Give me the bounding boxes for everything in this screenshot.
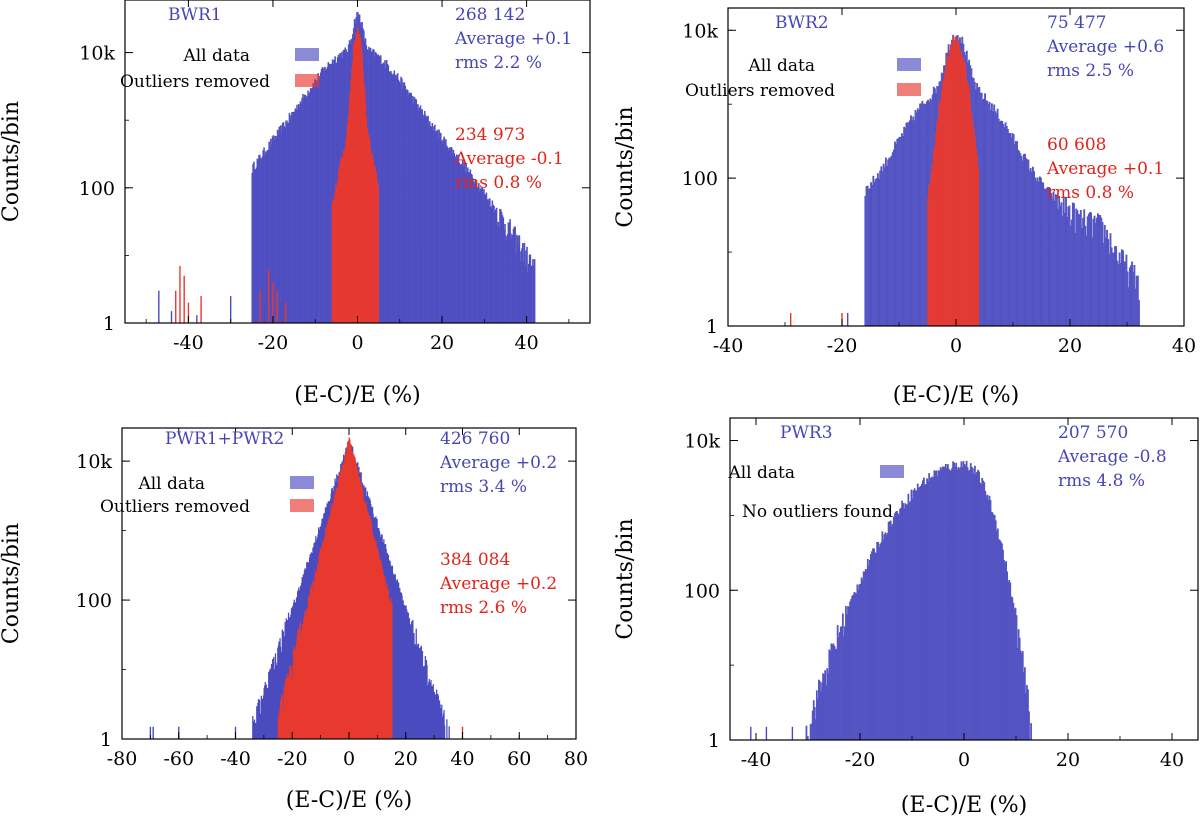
bars-group xyxy=(790,34,1140,326)
panel-title: PWR1+PWR2 xyxy=(165,429,284,449)
x-tick-label: 0 xyxy=(351,332,363,354)
x-tick-label: 60 xyxy=(507,748,531,770)
legend-label: All data xyxy=(137,474,205,494)
stats-clean-line: 384 084 xyxy=(440,550,510,570)
y-tick-label: 10k xyxy=(684,431,720,453)
stats-all-line: Average +0.1 xyxy=(454,29,572,49)
stats-all-line: Average -0.8 xyxy=(1057,447,1167,467)
x-tick-label: 80 xyxy=(564,748,588,770)
x-tick-label: 20 xyxy=(430,332,454,354)
stats-all-line: rms 2.2 % xyxy=(455,53,542,73)
x-tick-label: 0 xyxy=(958,749,970,771)
x-tick-label: 40 xyxy=(450,748,474,770)
x-tick-label: -20 xyxy=(827,335,858,357)
x-tick-label: 0 xyxy=(343,748,355,770)
x-tick-label: -80 xyxy=(107,748,138,770)
legend-label: All data xyxy=(182,46,250,66)
bars-group xyxy=(158,12,536,323)
y-tick-label: 100 xyxy=(682,168,718,190)
legend-swatch xyxy=(880,465,904,478)
stats-all-line: Average +0.2 xyxy=(439,453,557,473)
x-tick-label: -40 xyxy=(741,749,772,771)
x-tick-label: 40 xyxy=(514,332,538,354)
x-axis-label: (E-C)/E (%) xyxy=(286,788,412,813)
chart-panel-4: -40 -20 0 20 40 1 100 10k (E-C)/E (%) Counts/bin P… xyxy=(613,417,1199,818)
x-tick-label: -60 xyxy=(163,748,194,770)
series-all-data xyxy=(805,460,1032,740)
stats-all-line: 426 760 xyxy=(440,429,510,449)
x-tick-label: 20 xyxy=(1056,749,1080,771)
y-tick-label: 1 xyxy=(100,729,112,751)
legend-label: Outliers removed xyxy=(120,72,270,92)
stats-clean-line: rms 2.6 % xyxy=(440,598,527,618)
stats-clean-line: Average -0.1 xyxy=(454,149,564,169)
y-tick-label: 1 xyxy=(708,730,720,752)
y-axis-label: Counts/bin xyxy=(0,101,24,222)
x-tick-label: -40 xyxy=(713,335,744,357)
stats-all-line: rms 2.5 % xyxy=(1047,61,1134,81)
legend-swatch xyxy=(295,74,319,87)
y-axis-label: Counts/bin xyxy=(613,518,638,639)
y-tick-label: 100 xyxy=(684,580,720,602)
legend-label: All data xyxy=(747,56,815,76)
stats-clean-line: Average +0.2 xyxy=(439,574,557,594)
x-tick-label: 40 xyxy=(1160,749,1184,771)
stats-all-line: 75 477 xyxy=(1047,13,1106,33)
legend-swatch xyxy=(290,476,314,489)
y-tick-label: 1 xyxy=(103,313,115,335)
y-tick-label: 10k xyxy=(76,451,112,473)
y-tick-label: 100 xyxy=(76,590,112,612)
series-outliers-removed xyxy=(277,437,393,739)
no-outliers-note: No outliers found xyxy=(742,502,893,522)
legend-swatch xyxy=(897,83,921,96)
x-axis-label: (E-C)/E (%) xyxy=(294,383,420,408)
x-tick-label: -20 xyxy=(258,332,289,354)
y-axis-label: Counts/bin xyxy=(613,106,638,227)
y-tick-label: 10k xyxy=(79,43,115,65)
x-tick-label: 0 xyxy=(950,335,962,357)
chart-panel-3: -80 -60 -40 -20 0 20 40 60 80 1 100 10k (E-C)/E (%) C… xyxy=(0,427,588,813)
legend-label: Outliers removed xyxy=(685,81,835,101)
x-tick-label: 20 xyxy=(1058,335,1082,357)
x-tick-label: -40 xyxy=(220,748,251,770)
stats-all-line: 207 570 xyxy=(1058,423,1128,443)
x-tick-label: 20 xyxy=(394,748,418,770)
stats-clean-line: rms 0.8 % xyxy=(455,173,542,193)
series-outliers-removed xyxy=(331,27,379,323)
stats-clean-line: rms 0.8 % xyxy=(1047,183,1134,203)
panel-title: PWR3 xyxy=(780,423,833,443)
stats-clean-line: Average +0.1 xyxy=(1046,159,1164,179)
x-tick-label: -20 xyxy=(845,749,876,771)
y-axis-label: Counts/bin xyxy=(0,523,24,644)
stats-all-line: 268 142 xyxy=(455,5,525,25)
y-tick-label: 1 xyxy=(706,316,718,338)
x-tick-label: -40 xyxy=(173,332,204,354)
x-axis-label: (E-C)/E (%) xyxy=(893,383,1019,408)
series-outliers-removed xyxy=(927,36,980,326)
chart-panel-2: -40 -20 0 20 40 1 100 10k (E-C)/E (%) Counts/bin B… xyxy=(613,7,1196,408)
stats-all-line: Average +0.6 xyxy=(1046,37,1164,57)
legend-swatch xyxy=(897,58,921,71)
stats-clean-line: 234 973 xyxy=(455,125,525,145)
legend-swatch xyxy=(295,48,319,61)
x-tick-label: -20 xyxy=(277,748,308,770)
panel-title: BWR1 xyxy=(168,5,222,25)
x-axis-label: (E-C)/E (%) xyxy=(901,793,1027,818)
stats-all-line: rms 3.4 % xyxy=(440,477,527,497)
chart-panel-1: -40 -20 0 20 40 1 100 10k (E-C)/E (%) Counts/bin B… xyxy=(0,0,591,408)
legend-swatch xyxy=(290,499,314,512)
stats-all-line: rms 4.8 % xyxy=(1058,471,1145,491)
stats-clean-line: 60 608 xyxy=(1047,135,1106,155)
bars-group xyxy=(149,437,464,739)
x-tick-label: 40 xyxy=(1172,335,1196,357)
panel-title: BWR2 xyxy=(775,13,829,33)
legend-label: All data xyxy=(727,463,795,483)
y-tick-label: 10k xyxy=(682,20,718,42)
y-tick-label: 100 xyxy=(79,178,115,200)
bars-group xyxy=(750,460,1032,740)
legend-label: Outliers removed xyxy=(100,497,250,517)
